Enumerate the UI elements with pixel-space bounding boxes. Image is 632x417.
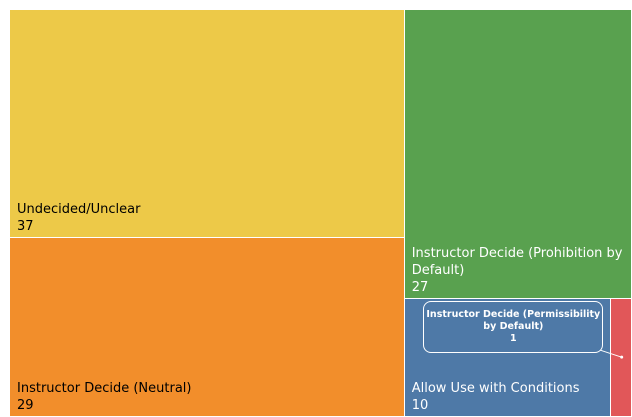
cell-name: Instructor Decide (Permissibility by Def… [426, 309, 601, 333]
cell-value: 29 [17, 397, 34, 413]
cell-value: 10 [411, 397, 429, 413]
cell-value: 27 [411, 280, 429, 296]
cell-name: Allow Use with Conditions [411, 380, 580, 396]
cell-value: 1 [510, 333, 517, 345]
cell-name: Undecided/Unclear [17, 202, 141, 218]
treemap-cell: Instructor Decide (Neutral) 29 [10, 238, 405, 417]
cell-label: Instructor Decide (Prohibition by Defaul… [412, 245, 625, 296]
callout: Instructor Decide (Permissibility by Def… [423, 301, 604, 354]
cell-label: Allow Use with Conditions 10 [412, 380, 605, 414]
cell-label: Undecided/Unclear 37 [17, 201, 398, 235]
cell-value: 37 [17, 219, 34, 235]
treemap-cell: Instructor Decide (Prohibition by Defaul… [404, 10, 632, 300]
treemap-cell: Undecided/Unclear 37 [10, 10, 405, 239]
treemap-cell: Allow Use with Conditions 10 [404, 299, 612, 417]
cell-name: Instructor Decide (Prohibition by Defaul… [411, 246, 623, 279]
cell-label: Instructor Decide (Neutral) 29 [17, 380, 398, 414]
leader-dot [620, 355, 624, 359]
cell-name: Instructor Decide (Neutral) [17, 380, 192, 396]
leader-line [600, 349, 622, 358]
